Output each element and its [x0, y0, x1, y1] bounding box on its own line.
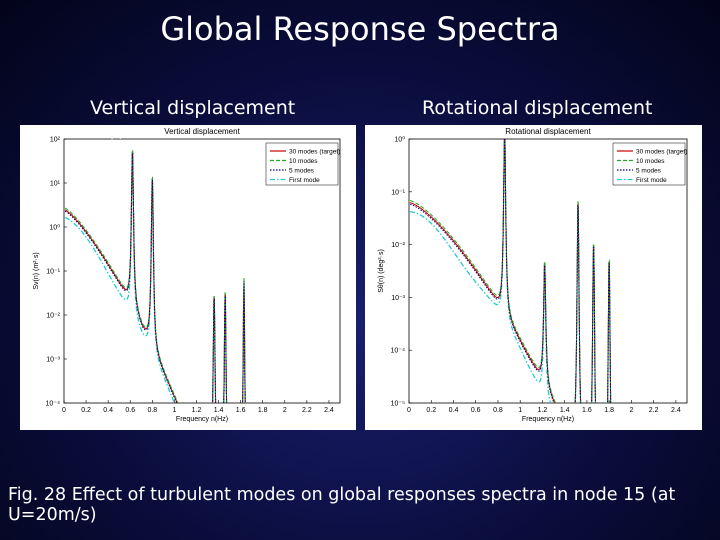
chart-vertical: Vertical displacement 0 0.2 0.4 0.6 0.8 1 1.2 1.… [33, 127, 341, 423]
series-5-modes [64, 152, 246, 403]
mode-label: mode 1 [110, 131, 125, 184]
x-tick-label: 1 [172, 407, 176, 414]
legend-entry: First mode [636, 177, 667, 184]
x-axis-label: Frequency n(Hz) [176, 416, 228, 423]
x-tick-label: 0.6 [471, 407, 481, 414]
mode-label: mode 9 [580, 212, 595, 265]
x-tick-label: 1 [518, 407, 522, 414]
x-tick-label: 0.8 [493, 407, 503, 414]
x-axis-label: Frequency n(Hz) [522, 416, 574, 423]
y-tick-label: 10⁻¹ [391, 189, 405, 196]
x-tick-label: 0 [407, 407, 411, 414]
x-tick-label: 2 [629, 407, 633, 414]
slide-title: Global Response Spectra [160, 10, 560, 48]
chart-panel-vertical: Vertical displacement 0 0.2 0.4 0.6 0.8 1 1.2 1.… [20, 125, 356, 430]
mode-label: mode 8 [221, 204, 236, 257]
y-axis-label: Sθ(n) (deg²·s) [378, 249, 385, 293]
y-tick-label: 10⁻¹ [46, 269, 60, 276]
series-10-modes [64, 149, 246, 403]
x-tick-label: 2.4 [671, 407, 681, 414]
legend-entry: 30 modes (target) [636, 149, 687, 156]
chart-title: Rotational displacement [505, 127, 591, 136]
legend-entry: 30 modes (target) [289, 149, 340, 156]
series-first-mode [64, 160, 246, 403]
x-tick-label: 1.6 [582, 407, 592, 414]
y-tick-label: 10⁻⁵ [391, 401, 405, 408]
legend-box [265, 142, 339, 186]
y-tick-label: 10² [50, 137, 61, 144]
y-axis-label: Sv(n) (m²·s) [33, 252, 40, 289]
mode-label: mode 6 [202, 202, 217, 255]
legend-entry: 10 modes [289, 158, 318, 165]
series-10-modes [410, 139, 612, 403]
chart-rotational: Rotational displacement 0 0.2 0.4 0.6 0.8 1 1.2… [378, 127, 688, 423]
y-tick-label: 10⁻² [46, 313, 60, 320]
y-tick-label: 10⁻² [391, 242, 405, 249]
subtitle-vertical: Vertical displacement [90, 97, 296, 119]
legend-entry: 5 modes [289, 168, 315, 175]
mode-label: mode 2 [139, 151, 154, 204]
x-tick-label: 2.4 [324, 407, 334, 414]
legend-entry: First mode [289, 177, 320, 184]
mode-label: mode 5 [184, 184, 199, 237]
chart-title: Vertical displacement [164, 127, 240, 136]
chart-panel-rotational: Rotational displacement 0 0.2 0.4 0.6 0.8 1 1.2… [365, 125, 702, 430]
x-tick-label: 0.4 [449, 407, 459, 414]
y-tick-label: 10⁻³ [391, 295, 405, 302]
plot-frame [408, 138, 688, 404]
y-tick-label: 10⁻³ [46, 357, 60, 364]
legend-entry: 5 modes [636, 168, 662, 175]
x-tick-label: 1.8 [604, 407, 614, 414]
y-tick-label: 10⁰ [49, 224, 60, 232]
x-tick-label: 0.4 [103, 407, 113, 414]
legend-box [612, 142, 686, 186]
x-tick-label: 0.6 [125, 407, 135, 414]
series-5-modes [409, 139, 612, 403]
y-tick-label: 10¹ [50, 181, 61, 188]
legend-entry: 10 modes [636, 158, 665, 165]
x-tick-label: 1.8 [258, 407, 268, 414]
x-tick-label: 1.4 [560, 407, 570, 414]
series-first-mode [410, 139, 612, 403]
mode-label: mode 7 [560, 212, 575, 265]
x-tick-label: 1.6 [236, 407, 246, 414]
x-tick-label: 2 [283, 407, 287, 414]
x-tick-label: 0.2 [426, 407, 436, 414]
y-tick-label: 10⁻⁴ [391, 348, 406, 355]
mode-label: mode 4 [525, 177, 540, 230]
x-tick-label: 0.2 [81, 407, 91, 414]
x-tick-label: 2.2 [649, 407, 659, 414]
y-tick-label: 10⁰ [394, 136, 405, 144]
x-tick-label: 1.2 [192, 407, 202, 414]
x-tick-label: 2.2 [302, 407, 312, 414]
x-tick-label: 0.8 [147, 407, 157, 414]
x-tick-label: 1.2 [538, 407, 548, 414]
mode-label: mode 10 [607, 193, 622, 255]
x-tick-label: 1.4 [214, 407, 224, 414]
x-tick-label: 0 [62, 407, 66, 414]
subtitle-rotational: Rotational displacement [422, 97, 653, 119]
series-30-modes [64, 151, 246, 403]
y-tick-label: 10⁻⁴ [46, 401, 61, 408]
mode-label: mode 3 [485, 139, 500, 192]
figure-caption: Fig. 28 Effect of turbulent modes on glo… [8, 485, 676, 525]
